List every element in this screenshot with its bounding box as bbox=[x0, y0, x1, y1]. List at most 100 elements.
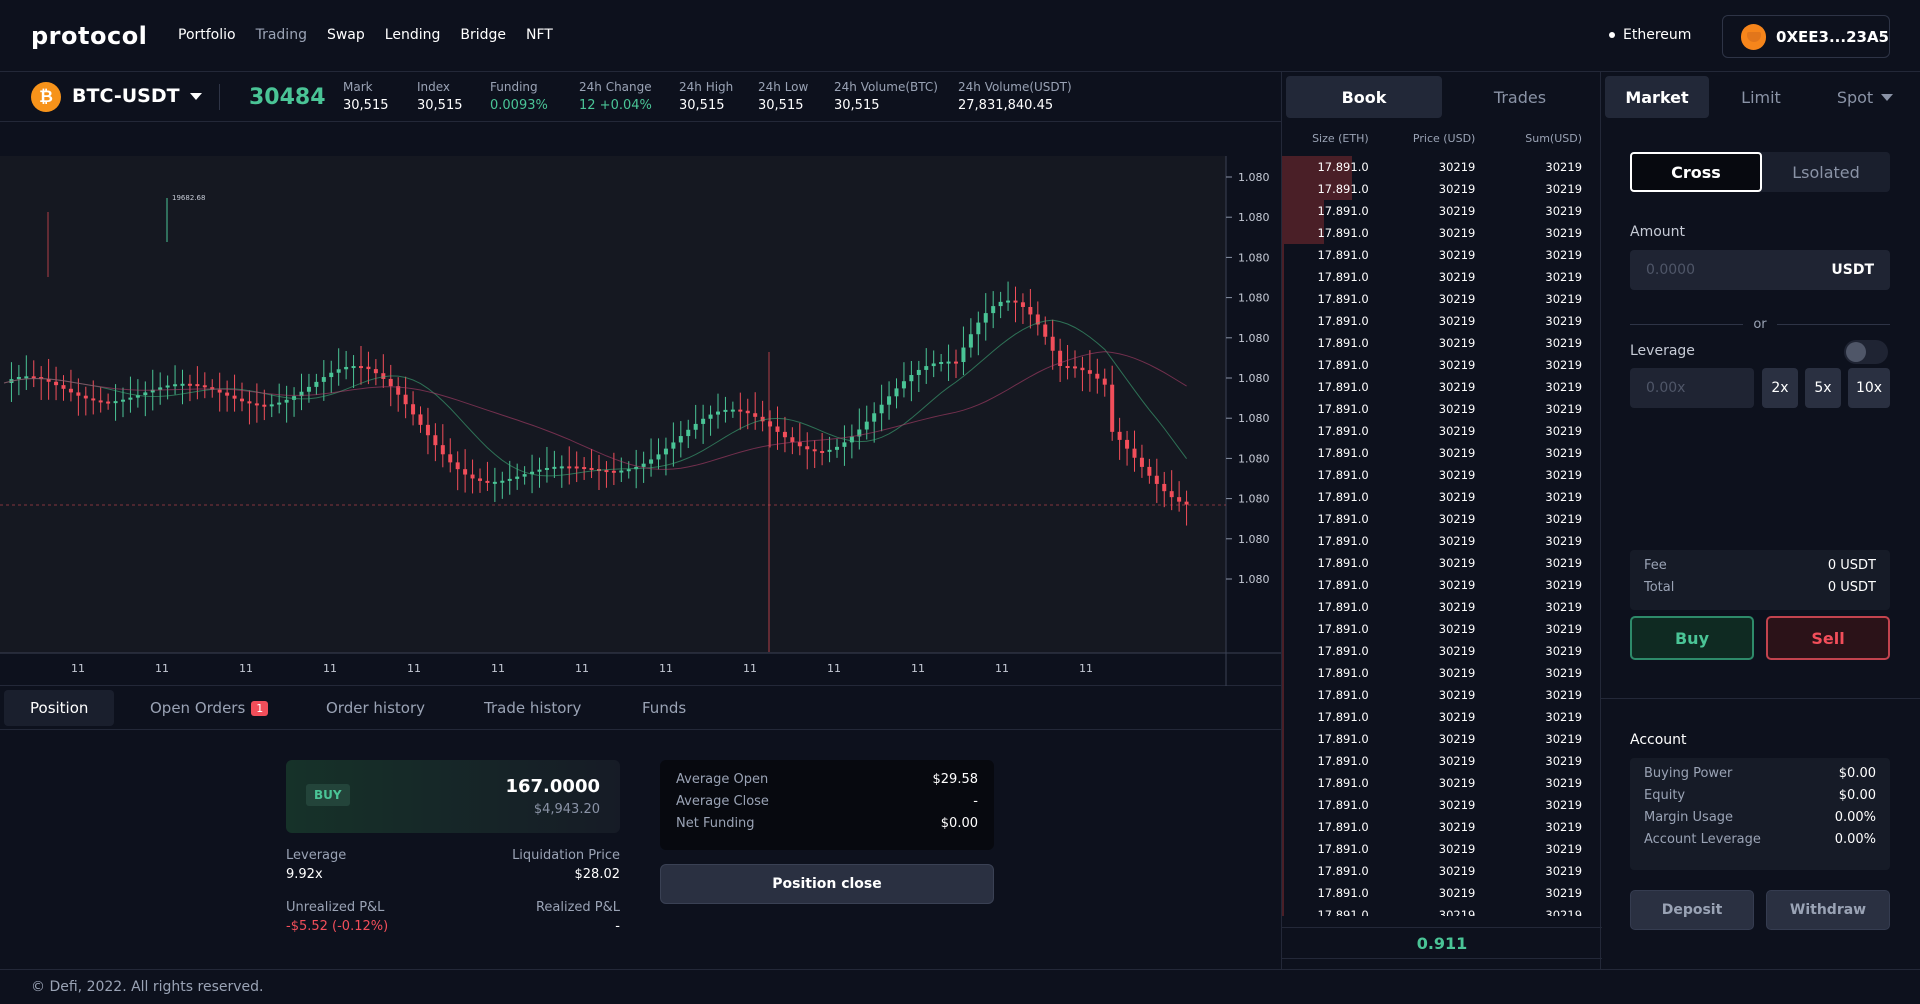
wallet-button[interactable]: 0XEE3...23A5 bbox=[1722, 15, 1890, 58]
tab-trade-history[interactable]: Trade history bbox=[484, 690, 581, 726]
tab-position[interactable]: Position bbox=[4, 690, 115, 726]
tab-order-history-label: Order history bbox=[326, 699, 425, 717]
depth-bar bbox=[1282, 266, 1284, 288]
pair-selector[interactable]: BTC-USDT bbox=[72, 85, 202, 107]
tab-spot[interactable]: Spot bbox=[1813, 76, 1917, 118]
book-row[interactable]: 17.891.0 30219 30219 bbox=[1282, 464, 1602, 486]
price-chart[interactable]: 1.080 1.080 1.080 1.080 1.080 1.080 1.080 1.080… bbox=[0, 122, 1281, 686]
book-row[interactable]: 17.891.0 30219 30219 bbox=[1282, 310, 1602, 332]
leverage-2x-button[interactable]: 2x bbox=[1762, 368, 1798, 408]
y-tick-label: 1.080 bbox=[1238, 292, 1270, 305]
buy-button[interactable]: Buy bbox=[1630, 616, 1754, 660]
book-row[interactable]: 17.891.0 30219 30219 bbox=[1282, 684, 1602, 706]
tab-market[interactable]: Market bbox=[1605, 76, 1709, 118]
book-row[interactable]: 17.891.0 30219 30219 bbox=[1282, 838, 1602, 860]
book-row[interactable]: 17.891.0 30219 30219 bbox=[1282, 816, 1602, 838]
nav-trading[interactable]: Trading bbox=[255, 27, 307, 43]
book-row[interactable]: 17.891.0 30219 30219 bbox=[1282, 332, 1602, 354]
net-funding-value: $0.00 bbox=[940, 816, 978, 831]
candle-body bbox=[165, 385, 170, 388]
book-row[interactable]: 17.891.0 30219 30219 bbox=[1282, 618, 1602, 640]
bitcoin-icon: ₿ bbox=[31, 82, 61, 112]
book-row[interactable]: 17.891.0 30219 30219 bbox=[1282, 376, 1602, 398]
x-tick-label: 11 bbox=[71, 662, 85, 675]
book-row[interactable]: 17.891.0 30219 30219 bbox=[1282, 860, 1602, 882]
logo[interactable]: protocol bbox=[31, 22, 148, 50]
candle-body bbox=[68, 388, 73, 393]
book-row[interactable]: 17.891.0 30219 30219 bbox=[1282, 662, 1602, 684]
leverage-10x-button[interactable]: 10x bbox=[1848, 368, 1890, 408]
tab-book[interactable]: Book bbox=[1286, 76, 1442, 118]
ticker-bar: ₿ BTC-USDT 30484 Mark 30,515 Index 30,515 Fu… bbox=[0, 72, 1281, 122]
book-row[interactable]: 17.891.0 30219 30219 bbox=[1282, 398, 1602, 420]
tab-trades[interactable]: Trades bbox=[1493, 87, 1547, 107]
tab-funds[interactable]: Funds bbox=[642, 690, 686, 726]
candle-body bbox=[411, 404, 416, 415]
row-size: 17.891.0 bbox=[1317, 534, 1369, 548]
nav-swap[interactable]: Swap bbox=[326, 27, 365, 43]
row-size: 17.891.0 bbox=[1317, 644, 1369, 658]
network-selector[interactable]: Ethereum bbox=[1609, 27, 1691, 43]
leverage-input[interactable] bbox=[1646, 380, 1736, 396]
book-row[interactable]: 17.891.0 30219 30219 bbox=[1282, 244, 1602, 266]
leverage-toggle[interactable] bbox=[1844, 340, 1888, 364]
tab-order-history[interactable]: Order history bbox=[326, 690, 425, 726]
book-row[interactable]: 17.891.0 30219 30219 bbox=[1282, 750, 1602, 772]
position-close-button[interactable]: Position close bbox=[660, 864, 994, 904]
book-row[interactable]: 17.891.0 30219 30219 bbox=[1282, 354, 1602, 376]
depth-bar bbox=[1282, 816, 1284, 838]
leverage-5x-button[interactable]: 5x bbox=[1805, 368, 1841, 408]
nav-bridge[interactable]: Bridge bbox=[460, 27, 506, 43]
book-row[interactable]: 17.891.0 30219 30219 bbox=[1282, 508, 1602, 530]
candle-body bbox=[1102, 378, 1107, 385]
book-row[interactable]: 17.891.0 30219 30219 bbox=[1282, 288, 1602, 310]
sell-button[interactable]: Sell bbox=[1766, 616, 1890, 660]
book-row[interactable]: 17.891.0 30219 30219 bbox=[1282, 640, 1602, 662]
isolated-button[interactable]: Lsolated bbox=[1792, 162, 1860, 182]
tab-open-orders[interactable]: Open Orders 1 bbox=[150, 690, 269, 726]
candlestick-chart[interactable]: 1.080 1.080 1.080 1.080 1.080 1.080 1.080 1.080… bbox=[0, 122, 1281, 686]
book-row[interactable]: 17.891.0 30219 30219 bbox=[1282, 266, 1602, 288]
withdraw-button[interactable]: Withdraw bbox=[1766, 890, 1890, 930]
x-tick-label: 11 bbox=[995, 662, 1009, 675]
nav-portfolio[interactable]: Portfolio bbox=[178, 27, 236, 43]
deposit-button[interactable]: Deposit bbox=[1630, 890, 1754, 930]
moving-average-fast bbox=[3, 319, 1188, 477]
leverage-field[interactable] bbox=[1630, 368, 1754, 408]
book-row[interactable]: 17.891.0 30219 30219 bbox=[1282, 772, 1602, 794]
candle-body bbox=[998, 301, 1003, 307]
book-row[interactable]: 17.891.0 30219 30219 bbox=[1282, 420, 1602, 442]
candle-body bbox=[128, 397, 133, 400]
book-row[interactable]: 17.891.0 30219 30219 bbox=[1282, 178, 1602, 200]
nav-lending[interactable]: Lending bbox=[384, 27, 441, 43]
book-row[interactable]: 17.891.0 30219 30219 bbox=[1282, 882, 1602, 904]
nav-nft[interactable]: NFT bbox=[526, 27, 553, 43]
pair-label: BTC-USDT bbox=[72, 85, 180, 107]
row-size: 17.891.0 bbox=[1317, 886, 1369, 900]
amount-input[interactable] bbox=[1646, 262, 1786, 278]
book-row[interactable]: 17.891.0 30219 30219 bbox=[1282, 706, 1602, 728]
x-tick-label: 11 bbox=[575, 662, 589, 675]
book-row[interactable]: 17.891.0 30219 30219 bbox=[1282, 904, 1602, 916]
depth-bar bbox=[1282, 310, 1284, 332]
stat-value: 30,515 bbox=[758, 98, 804, 113]
book-row[interactable]: 17.891.0 30219 30219 bbox=[1282, 728, 1602, 750]
unrealized-pnl-stat: Unrealized P&L -$5.52 (-0.12%) bbox=[286, 900, 388, 934]
candle-body bbox=[455, 462, 460, 470]
candle-body bbox=[1013, 300, 1018, 303]
book-row[interactable]: 17.891.0 30219 30219 bbox=[1282, 574, 1602, 596]
tab-limit[interactable]: Limit bbox=[1709, 76, 1813, 118]
book-row[interactable]: 17.891.0 30219 30219 bbox=[1282, 156, 1602, 178]
book-row[interactable]: 17.891.0 30219 30219 bbox=[1282, 486, 1602, 508]
book-row[interactable]: 17.891.0 30219 30219 bbox=[1282, 442, 1602, 464]
cross-button[interactable]: Cross bbox=[1630, 152, 1762, 192]
book-row[interactable]: 17.891.0 30219 30219 bbox=[1282, 794, 1602, 816]
book-rows[interactable]: 17.891.0 30219 30219 17.891.0 30219 30219 17.8… bbox=[1282, 156, 1602, 916]
book-row[interactable]: 17.891.0 30219 30219 bbox=[1282, 552, 1602, 574]
book-row[interactable]: 17.891.0 30219 30219 bbox=[1282, 596, 1602, 618]
book-row[interactable]: 17.891.0 30219 30219 bbox=[1282, 530, 1602, 552]
book-row[interactable]: 17.891.0 30219 30219 bbox=[1282, 200, 1602, 222]
book-row[interactable]: 17.891.0 30219 30219 bbox=[1282, 222, 1602, 244]
candle-body bbox=[448, 454, 453, 463]
amount-field[interactable]: USDT bbox=[1630, 250, 1890, 290]
